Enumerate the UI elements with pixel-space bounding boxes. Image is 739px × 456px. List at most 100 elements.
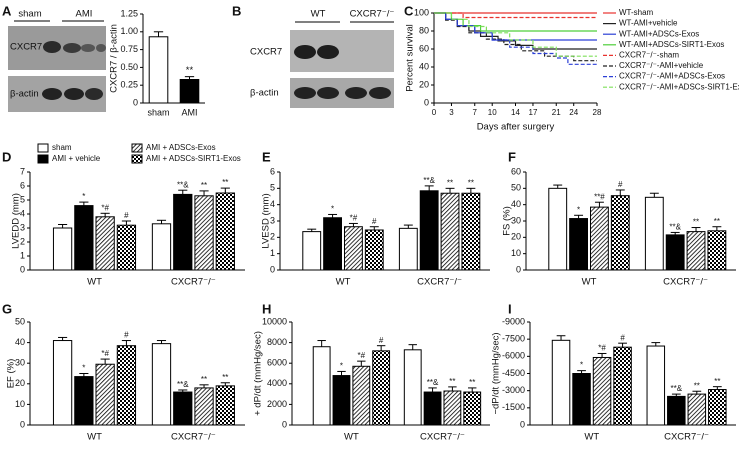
y-tick-label: -7500 — [502, 334, 525, 344]
bar — [151, 343, 172, 426]
y-axis-label: CXCR7 / β-actin — [109, 24, 120, 93]
bar — [52, 227, 73, 271]
y-tick-label: 6 — [20, 180, 25, 190]
x-tick-label: CXCR7⁻/⁻ — [171, 277, 216, 288]
bar — [194, 387, 214, 426]
annotation: **& — [671, 384, 683, 393]
y-tick-label: 0.50 — [120, 62, 138, 72]
row-label: CXCR7 — [10, 42, 42, 53]
survival-line — [434, 12, 597, 57]
bar — [95, 363, 115, 426]
x-axis-label: Days after surgery — [477, 122, 555, 133]
annotation: # — [372, 217, 377, 226]
y-tick-label: 60 — [511, 166, 521, 176]
annotation: ** — [469, 378, 475, 387]
bar — [173, 193, 193, 271]
annotation: **# — [594, 192, 605, 201]
y-tick-label: 2000 — [267, 399, 287, 409]
legend-label: WT-AMI+vehicle — [619, 19, 678, 28]
bar — [74, 205, 94, 271]
panel-letter: E — [262, 149, 271, 164]
y-tick-label: 1.00 — [120, 26, 138, 36]
y-tick-label: 10000 — [262, 316, 287, 326]
y-tick-label: 0 — [20, 264, 25, 274]
annotation: ** — [447, 178, 453, 187]
legend-swatch — [131, 154, 143, 164]
row-label: β-actin — [10, 89, 39, 100]
y-tick-label: 60 — [419, 43, 429, 53]
legend-label: CXCR7⁻/⁻-sham — [619, 51, 679, 60]
annotation: **& — [423, 176, 435, 185]
bar — [372, 350, 391, 426]
row-label: β-actin — [250, 88, 279, 99]
y-tick-label: 40 — [511, 199, 521, 209]
y-tick-label: 3 — [270, 215, 275, 225]
y-tick-label: 20 — [511, 232, 521, 242]
bar — [151, 223, 172, 271]
legend-label: WT-AMI+ADSCs-Exos — [619, 29, 699, 38]
y-tick-label: 0 — [520, 419, 525, 429]
legend-label: WT-AMI+ADSCs-SIRT1-Exos — [619, 40, 724, 49]
bar — [302, 231, 322, 271]
annotation: ** — [449, 377, 455, 386]
y-tick-label: 0 — [282, 419, 287, 429]
annotation: ** — [694, 381, 700, 390]
annotation: * — [331, 205, 334, 214]
bar — [95, 216, 115, 271]
x-tick-label: CXCR7⁻/⁻ — [420, 432, 465, 443]
survival-line — [434, 12, 597, 19]
annotation: ** — [714, 377, 720, 386]
x-tick-label: CXCR7⁻/⁻ — [664, 432, 709, 443]
annotation: *# — [350, 214, 358, 223]
bar — [440, 192, 460, 271]
annotation: * — [580, 361, 583, 370]
y-tick-label: 10 — [15, 399, 25, 409]
bar — [708, 389, 727, 426]
bar — [572, 373, 591, 426]
legend-label: CXCR7⁻/⁻-AMI+ADSCs-SIRT1-Exos — [619, 82, 739, 91]
lane-label: WT — [311, 9, 326, 20]
bar — [646, 345, 666, 426]
y-tick-label: -1500 — [502, 402, 525, 412]
y-tick-label: -3000 — [502, 385, 525, 395]
y-axis-label: Percent survival — [405, 24, 416, 92]
x-tick-label: 24 — [569, 108, 578, 117]
blot-b: B WT CXCR7⁻/⁻ CXCR7 β-actin — [232, 3, 394, 108]
bar — [398, 227, 418, 271]
x-tick-label: 21 — [552, 108, 561, 117]
annotation: ** — [693, 218, 699, 227]
panel-letter: D — [2, 149, 11, 164]
panel-letter: C — [404, 3, 414, 18]
bar — [707, 230, 727, 271]
bar — [352, 365, 371, 426]
bar — [551, 339, 571, 426]
annotation: **& — [177, 180, 189, 189]
x-tick-label: WT — [584, 432, 599, 443]
legend-swatch — [37, 143, 49, 153]
y-tick-label: 6000 — [267, 358, 287, 368]
bar — [569, 218, 589, 271]
annotation: *# — [598, 344, 606, 353]
y-tick-label: 20 — [15, 378, 25, 388]
lane-label: AMI — [76, 9, 93, 20]
x-tick-label: 7 — [473, 108, 478, 117]
y-tick-label: 0.25 — [120, 80, 138, 90]
panel-letter: A — [2, 3, 12, 18]
x-tick-label: 0 — [432, 108, 437, 117]
panel-letter: I — [508, 301, 512, 316]
legend-label: CXCR7⁻/⁻-AMI+ADSCs-Exos — [619, 72, 725, 81]
y-tick-label: 50 — [511, 183, 521, 193]
y-tick-label: 80 — [419, 25, 429, 35]
x-tick-label: 14 — [511, 108, 520, 117]
bar — [610, 195, 630, 271]
y-tick-label: -4500 — [502, 368, 525, 378]
y-tick-label: 6 — [270, 166, 275, 176]
bar — [613, 346, 632, 426]
annotation: *# — [101, 349, 109, 358]
y-tick-label: 30 — [511, 215, 521, 225]
y-tick-label: 40 — [15, 337, 25, 347]
x-tick-label: CXCR7⁻/⁻ — [663, 277, 708, 288]
bar — [74, 376, 94, 426]
y-tick-label: -6000 — [502, 351, 525, 361]
annotation: **& — [669, 223, 681, 232]
